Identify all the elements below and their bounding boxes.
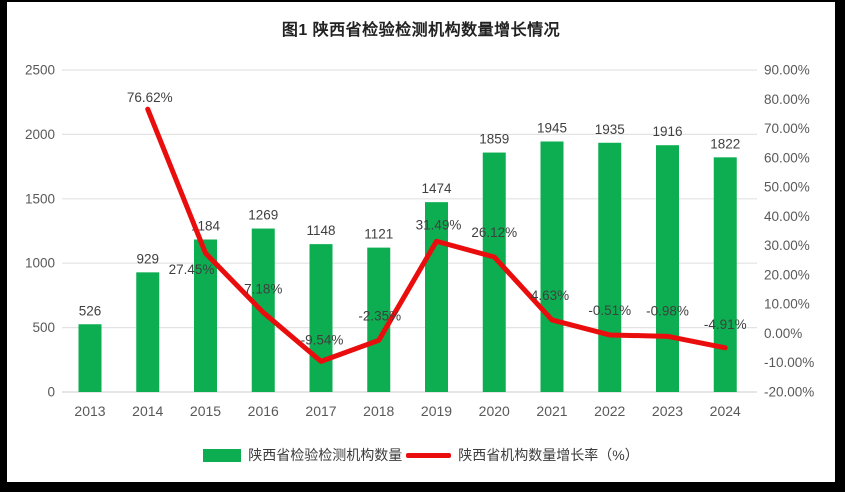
- left-axis-tick: 2000: [25, 127, 55, 142]
- bar-value-label: 1148: [306, 223, 335, 238]
- bar-2024: [713, 157, 737, 392]
- left-axis-tick: 500: [32, 320, 55, 335]
- chart-title: 图1 陕西省检验检测机构数量增长情况: [281, 22, 561, 39]
- x-axis-label-2023: 2023: [652, 403, 683, 419]
- bar-value-label: 1945: [537, 120, 567, 135]
- right-axis-tick: 20.00%: [764, 267, 810, 282]
- x-axis-label-2013: 2013: [74, 403, 105, 419]
- legend-item-bars: 陕西省检验检测机构数量: [203, 445, 402, 465]
- left-axis-tick: 0: [47, 385, 55, 400]
- plot-area: 0 500 1000 1500 2000 2500 -20.00% -10.00% 0.00% 1…: [25, 63, 814, 420]
- legend-bars-label: 陕西省检验检测机构数量: [248, 447, 403, 463]
- x-axis-label-2022: 2022: [594, 403, 625, 419]
- line-value-label: 27.45%: [169, 262, 215, 277]
- right-axis-tick: -10.00%: [764, 355, 814, 370]
- legend-line-label: 陕西省机构数量增长率（%）: [458, 447, 639, 463]
- bar-value-label: 929: [136, 251, 159, 266]
- bar-2017: [309, 244, 333, 392]
- bar-value-label: 1269: [248, 208, 278, 223]
- bar-2015: [194, 239, 217, 392]
- x-axis-label-2014: 2014: [132, 403, 163, 419]
- x-axis-label-2020: 2020: [479, 403, 510, 419]
- x-axis-label-2018: 2018: [363, 403, 394, 419]
- left-axis-tick: 2500: [25, 63, 55, 78]
- x-axis-label-2015: 2015: [190, 403, 221, 419]
- right-axis-tick: 30.00%: [764, 238, 810, 253]
- bar-2013: [78, 324, 102, 392]
- right-axis-tick: 10.00%: [764, 297, 810, 312]
- line-value-label: -0.98%: [646, 303, 689, 318]
- line-value-label: 76.62%: [127, 90, 173, 105]
- bar-2018: [367, 247, 391, 392]
- right-axis-tick: 80.00%: [764, 92, 810, 107]
- line-value-label: -0.51%: [588, 303, 631, 318]
- bar-2020: [482, 152, 506, 392]
- bar-series-swatch-icon: [203, 448, 242, 462]
- line-value-label: 4.63%: [531, 288, 569, 303]
- x-axis-label-2021: 2021: [536, 403, 567, 419]
- bar-value-label: 1935: [595, 122, 625, 137]
- bar-value-label: 526: [79, 303, 102, 318]
- bar-value-label: 1822: [710, 136, 740, 151]
- right-axis-tick: -20.00%: [764, 385, 814, 400]
- right-axis-tick: 60.00%: [764, 150, 810, 165]
- line-value-label: -4.91%: [704, 317, 747, 332]
- bar-value-label: 1474: [421, 181, 452, 196]
- x-axis-label-2016: 2016: [248, 403, 279, 419]
- right-axis-tick: 90.00%: [764, 63, 810, 78]
- left-axis-tick: 1500: [25, 191, 55, 206]
- right-axis-tick: 40.00%: [764, 209, 810, 224]
- bar-value-label: 1916: [652, 124, 682, 139]
- right-axis-tick: 50.00%: [764, 180, 810, 195]
- bar-value-label: 1859: [479, 132, 509, 147]
- line-series-swatch-icon: [406, 452, 452, 458]
- bar-2021: [540, 141, 564, 392]
- line-value-label: 7.18%: [244, 281, 282, 296]
- right-axis-tick: 0.00%: [764, 326, 802, 341]
- x-axis-label-2024: 2024: [710, 403, 741, 419]
- bar-2022: [598, 142, 622, 392]
- line-value-label: 26.12%: [471, 225, 517, 240]
- line-value-label: 31.49%: [416, 217, 462, 232]
- bar-value-label: 1121: [364, 227, 393, 242]
- bar-2023: [656, 145, 679, 392]
- growth-rate-line: [145, 106, 728, 364]
- chart-legend: 陕西省检验检测机构数量 陕西省机构数量增长率（%）: [7, 445, 835, 465]
- line-value-label: -2.35%: [358, 308, 401, 323]
- legend-item-line: 陕西省机构数量增长率（%）: [406, 445, 639, 465]
- right-axis-tick: 70.00%: [764, 121, 810, 136]
- chart-card: 图1 陕西省检验检测机构数量增长情况 0 500 1000 1500 2000 2500 -…: [7, 2, 835, 482]
- x-axis-label-2019: 2019: [421, 403, 452, 419]
- x-axis-label-2017: 2017: [305, 403, 336, 419]
- left-axis-tick: 1000: [25, 256, 55, 271]
- bar-2014: [136, 272, 160, 392]
- line-value-label: -9.54%: [301, 332, 344, 347]
